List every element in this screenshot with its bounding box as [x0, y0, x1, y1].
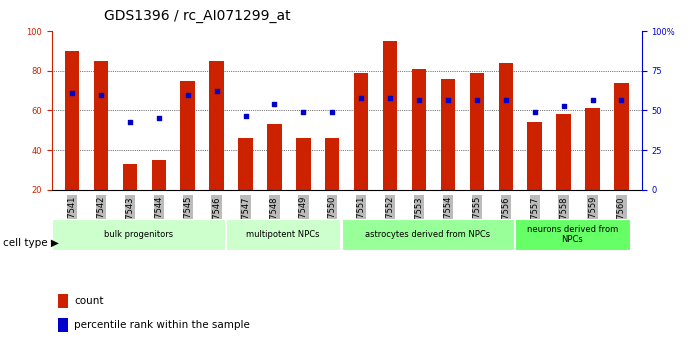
Bar [226, 219, 340, 250]
Bar [585, 108, 600, 190]
Point [240, 114, 251, 119]
Point [211, 88, 222, 93]
Text: neurons derived from
NPCs: neurons derived from NPCs [526, 225, 618, 244]
Bar [470, 73, 484, 190]
Bar [52, 219, 225, 250]
Text: cell type ▶: cell type ▶ [3, 238, 59, 248]
Point [384, 96, 395, 101]
Bar [527, 122, 542, 190]
Text: astrocytes derived from NPCs: astrocytes derived from NPCs [365, 230, 491, 239]
Bar [354, 73, 368, 190]
Text: multipotent NPCs: multipotent NPCs [246, 230, 320, 239]
Text: percentile rank within the sample: percentile rank within the sample [74, 320, 250, 330]
Bar [441, 79, 455, 190]
Point [587, 98, 598, 103]
Bar [238, 138, 253, 190]
Point [327, 110, 338, 115]
Point [413, 98, 424, 103]
Bar [209, 61, 224, 190]
Bar [383, 41, 397, 190]
Bar [65, 51, 79, 190]
Point [269, 102, 280, 107]
Text: count: count [74, 296, 104, 306]
Bar [499, 63, 513, 190]
Bar [412, 69, 426, 190]
Point [66, 90, 77, 95]
Bar [94, 61, 108, 190]
Point [471, 98, 482, 103]
Point [558, 104, 569, 109]
Bar [152, 160, 166, 190]
Bar [614, 82, 629, 190]
Text: bulk progenitors: bulk progenitors [104, 230, 173, 239]
Point [355, 96, 366, 101]
Point [529, 110, 540, 115]
Bar [342, 219, 514, 250]
Point [442, 98, 453, 103]
Bar [325, 138, 339, 190]
Point [616, 98, 627, 103]
Text: GDS1396 / rc_AI071299_at: GDS1396 / rc_AI071299_at [104, 9, 290, 23]
Bar [515, 219, 629, 250]
Bar [123, 164, 137, 190]
Bar [556, 115, 571, 190]
Bar [58, 294, 68, 308]
Point [182, 92, 193, 97]
Point [95, 92, 106, 97]
Bar [181, 81, 195, 190]
Point [124, 120, 135, 125]
Bar [267, 124, 282, 190]
Bar [296, 138, 310, 190]
Bar [58, 318, 68, 332]
Point [153, 116, 164, 121]
Point [298, 110, 309, 115]
Point [500, 98, 511, 103]
